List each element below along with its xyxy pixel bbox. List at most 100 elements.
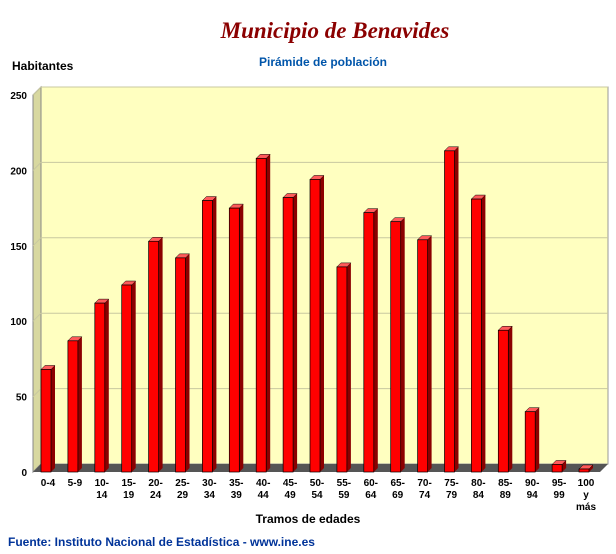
source-note: Fuente: Instituto Nacional de Estadístic… xyxy=(8,535,315,549)
bar-side xyxy=(454,146,459,472)
bar-side xyxy=(427,235,432,472)
bar xyxy=(390,217,406,473)
bar-front xyxy=(94,302,106,473)
y-tick-label: 200 xyxy=(10,166,27,177)
x-tick-label: 20-24 xyxy=(148,478,162,501)
bar-side xyxy=(158,237,163,472)
bar xyxy=(147,237,164,473)
y-axis-label: Habitantes xyxy=(12,59,74,73)
bar xyxy=(551,460,567,473)
bar-side xyxy=(562,460,567,472)
bar xyxy=(524,407,540,473)
gridline-side xyxy=(32,312,42,322)
bar-front xyxy=(444,150,455,473)
x-tick-label: 60-64 xyxy=(364,478,378,501)
bar-front xyxy=(417,239,428,473)
x-tick-label: 50-54 xyxy=(310,478,324,501)
y-axis-ticks: 0 50 100 150 200 250 xyxy=(10,91,27,479)
bar-front xyxy=(148,240,159,473)
x-tick-label: 95-99 xyxy=(552,478,566,501)
bar-front xyxy=(228,207,240,473)
bar-side xyxy=(131,281,136,472)
bar xyxy=(578,464,594,473)
x-tick-label: 35-39 xyxy=(229,478,243,501)
x-tick-label: 30-34 xyxy=(202,478,216,501)
bar-front xyxy=(524,411,536,473)
x-tick-label: 10-14 xyxy=(95,478,109,501)
y-tick-label: 250 xyxy=(10,91,27,102)
x-tick-label: 45-49 xyxy=(283,478,297,501)
bar-front xyxy=(471,198,482,473)
x-tick-label: 85-89 xyxy=(498,478,512,501)
bar xyxy=(174,253,191,473)
x-tick-label: 15-19 xyxy=(121,478,135,501)
bar-side xyxy=(373,208,378,472)
x-tick-label: 25-29 xyxy=(175,478,189,501)
bar xyxy=(309,175,325,473)
bar-side xyxy=(293,193,298,472)
bar-front xyxy=(202,200,213,473)
bar-side xyxy=(320,175,324,472)
x-tick-label: 5-9 xyxy=(68,478,83,489)
y-tick-label: 100 xyxy=(10,317,27,328)
plot-side-wall xyxy=(32,85,42,474)
x-tick-label: 40-44 xyxy=(256,478,270,501)
bar-front xyxy=(67,340,79,473)
gridline-side xyxy=(32,237,42,247)
x-tick-label: 70-74 xyxy=(417,478,431,501)
bar-front xyxy=(282,197,294,473)
x-tick-label: 0-4 xyxy=(41,478,56,489)
bar-side xyxy=(266,154,271,472)
y-tick-label: 150 xyxy=(10,242,27,253)
bar xyxy=(121,280,137,473)
bar-front xyxy=(363,212,375,473)
bar-front xyxy=(40,369,52,473)
bar xyxy=(40,365,56,473)
bar xyxy=(94,298,110,473)
bar xyxy=(282,193,298,473)
x-tick-label: 100 y más xyxy=(576,478,596,513)
bar-front xyxy=(255,157,267,473)
bar-front xyxy=(309,179,321,473)
x-axis-label: Tramos de edades xyxy=(256,512,361,526)
gridline-side xyxy=(32,86,42,96)
bar-side xyxy=(346,262,351,472)
bar xyxy=(363,208,379,473)
bar xyxy=(443,146,460,473)
bar-side xyxy=(104,299,109,472)
x-axis-ticks: 0-4 5-9 10-14 15-19 20-24 25-29 30-34 35-39 40-4… xyxy=(41,478,597,513)
x-tick-label: 65-69 xyxy=(390,478,404,501)
chart-title: Municipio de Benavides xyxy=(220,18,450,43)
bar-side xyxy=(589,464,593,472)
bar-front xyxy=(551,464,563,473)
x-tick-label: 75-79 xyxy=(444,478,458,501)
bar-side xyxy=(212,196,217,472)
bar-side xyxy=(239,204,244,472)
bar-side xyxy=(400,217,405,472)
x-tick-label: 55-59 xyxy=(337,478,351,501)
bar-front xyxy=(497,329,509,473)
bar-front xyxy=(175,257,186,473)
bar xyxy=(470,194,487,473)
bar xyxy=(416,235,433,473)
bar-front xyxy=(336,266,348,473)
x-tick-label: 90-94 xyxy=(525,478,539,501)
bar-side xyxy=(535,407,540,472)
bar-side xyxy=(51,365,55,472)
bar-front xyxy=(578,468,590,473)
bars xyxy=(40,146,594,473)
bar-front xyxy=(121,284,133,473)
gridline-side xyxy=(32,162,42,171)
gridline-side xyxy=(32,388,42,397)
bar xyxy=(201,196,218,473)
bar-side xyxy=(185,253,190,472)
bar-front xyxy=(390,221,402,473)
bar xyxy=(67,336,83,473)
y-tick-label: 0 xyxy=(21,468,27,479)
bar-side xyxy=(77,336,82,472)
chart-subtitle: Pirámide de población xyxy=(259,55,387,69)
bar xyxy=(255,154,271,473)
y-tick-label: 50 xyxy=(16,393,28,404)
bar xyxy=(497,325,513,473)
